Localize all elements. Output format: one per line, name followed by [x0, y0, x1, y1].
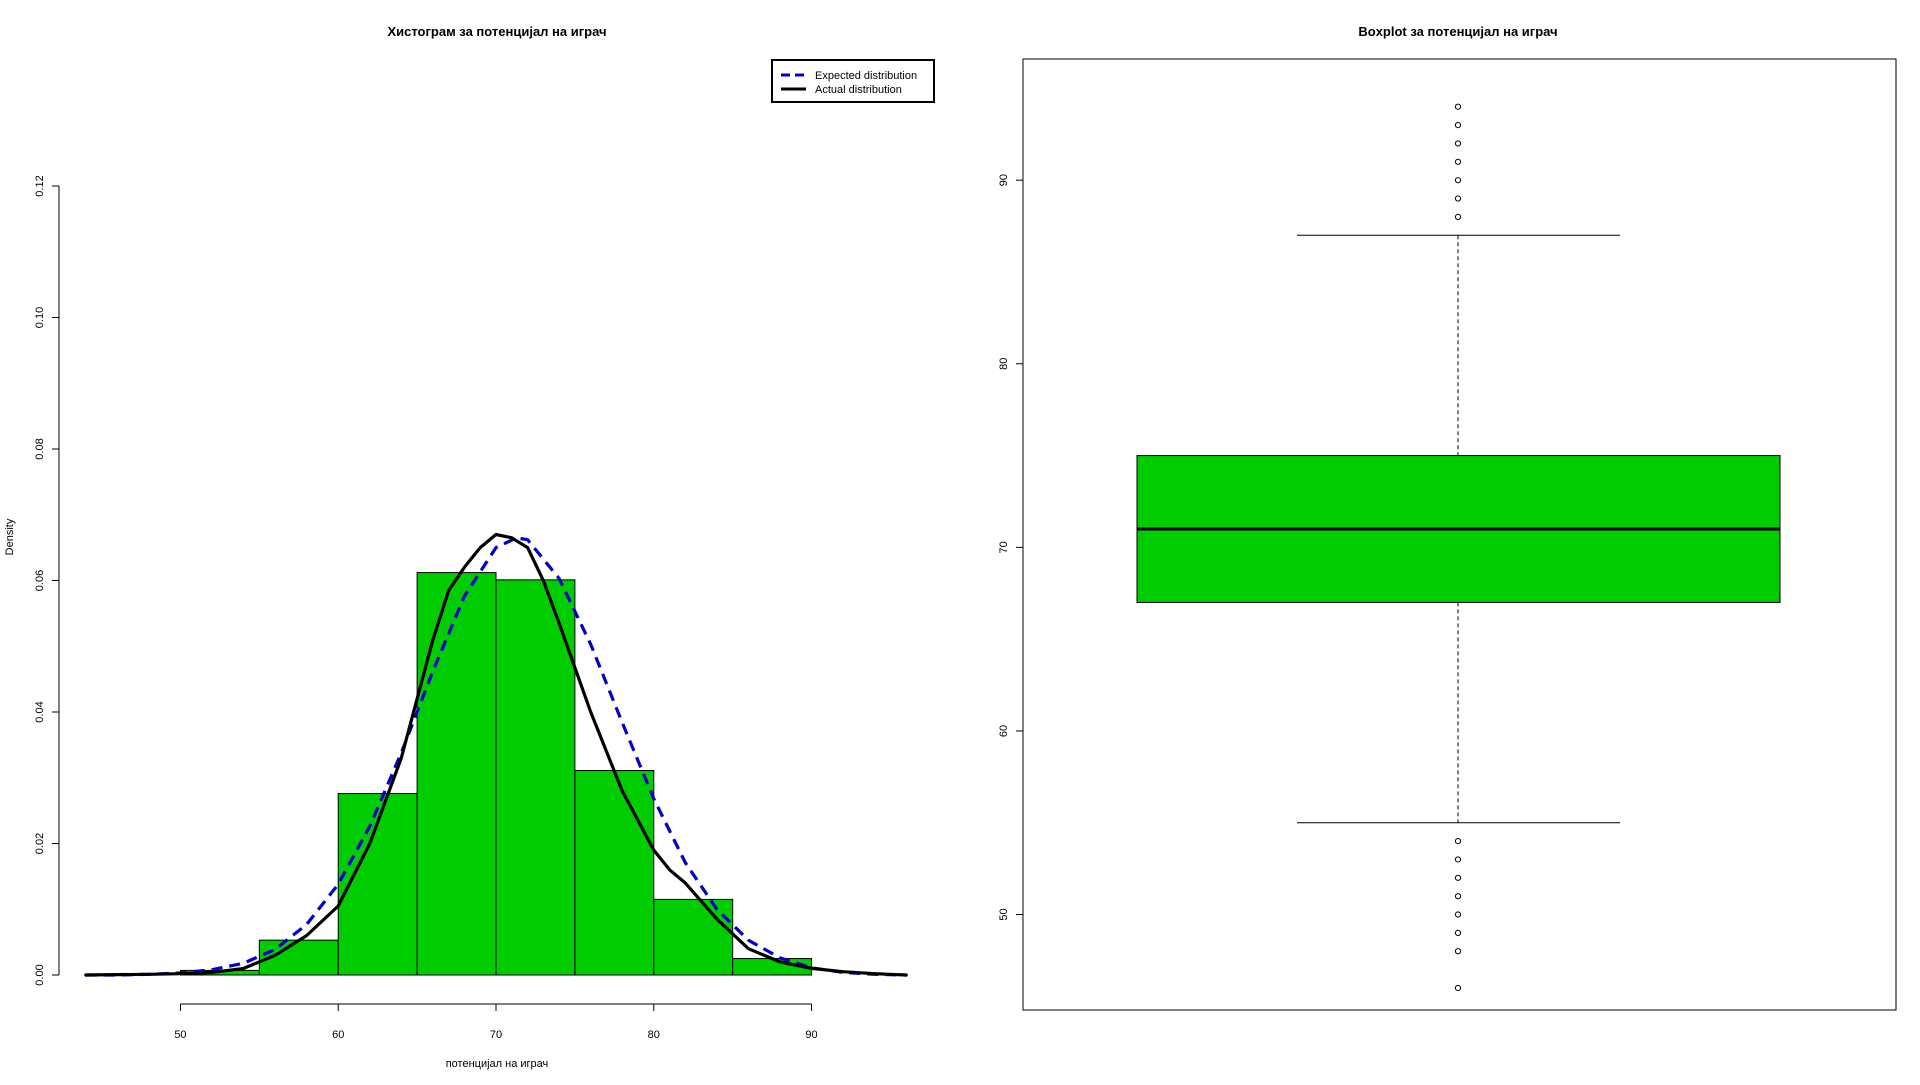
legend: Expected distribution Actual distributio… — [771, 59, 935, 103]
outlier-point-7 — [1454, 837, 1462, 845]
histogram-x-tick-label: 70 — [490, 1029, 502, 1041]
histogram-x-label: потенцијал на играч — [446, 1058, 549, 1070]
histogram-bars — [179, 572, 813, 976]
histogram-bar-4 — [495, 579, 576, 976]
boxplot-y-tick-label: 70 — [998, 541, 1010, 553]
legend-box — [771, 59, 935, 103]
histogram-y-axis: 0.00 0.02 0.04 0.06 0.08 0.10 0.12 — [34, 175, 60, 986]
histogram-panel: Хистограм за потенцијал на играч 0.000.0… — [4, 24, 935, 1070]
outlier-point-0 — [1454, 103, 1462, 110]
histogram-x-tick-label: 90 — [805, 1029, 817, 1041]
boxplot-y-tick-label: 50 — [998, 908, 1010, 920]
outlier-point-11 — [1454, 911, 1462, 918]
outlier-point-5 — [1454, 195, 1462, 202]
boxplot-frame — [1022, 58, 1897, 1011]
boxplot-outliers — [1454, 103, 1462, 992]
boxplot-title: Boxplot за потенцијал на играч — [1358, 24, 1557, 39]
histogram-y-tick-label: 0.00 — [34, 964, 46, 985]
outlier-point-2 — [1454, 140, 1462, 147]
boxplot-panel: Boxplot за потенцијал на играч 50 60 70 80 9… — [998, 24, 1897, 1011]
histogram-y-tick-label: 0.06 — [34, 570, 46, 591]
outlier-point-4 — [1454, 177, 1462, 184]
histogram-y-tick-label: 0.02 — [34, 833, 46, 854]
legend-actual-label: Actual distribution — [815, 84, 902, 96]
histogram-bar-5 — [574, 770, 655, 976]
outlier-point-8 — [1454, 856, 1462, 863]
legend-expected-label: Expected distribution — [815, 70, 917, 82]
histogram-x-axis: 50 60 70 80 90 — [174, 1003, 818, 1041]
histogram-bar-3 — [416, 572, 497, 976]
boxplot-y-tick-label: 60 — [998, 725, 1010, 737]
histogram-y-label: Density — [4, 518, 16, 555]
histogram-y-tick-label: 0.10 — [34, 307, 46, 328]
histogram-y-tick-label: 0.08 — [34, 438, 46, 459]
outlier-point-3 — [1454, 158, 1462, 165]
actual-distribution-line — [84, 532, 908, 977]
outlier-point-12 — [1454, 929, 1462, 936]
histogram-x-tick-label: 50 — [174, 1029, 186, 1041]
outlier-point-13 — [1454, 948, 1462, 955]
outlier-point-10 — [1454, 893, 1462, 900]
boxplot-glyph — [1136, 234, 1781, 824]
histogram-bar-6 — [653, 898, 734, 976]
histogram-title: Хистограм за потенцијал на играч — [387, 24, 606, 39]
outlier-point-6 — [1454, 213, 1462, 220]
histogram-x-tick-label: 80 — [648, 1029, 660, 1041]
histogram-y-tick-label: 0.04 — [34, 701, 46, 722]
histogram-x-tick-label: 60 — [332, 1029, 344, 1041]
outlier-point-14 — [1454, 984, 1462, 992]
boxplot-y-tick-label: 80 — [998, 358, 1010, 370]
histogram-y-tick-label: 0.12 — [34, 175, 46, 196]
boxplot-y-tick-label: 90 — [998, 174, 1010, 186]
density-curves — [84, 532, 908, 977]
boxplot-y-axis: 50 60 70 80 90 — [998, 174, 1023, 921]
expected-distribution-line — [85, 536, 907, 977]
outlier-point-9 — [1454, 874, 1462, 881]
outlier-point-1 — [1454, 121, 1462, 129]
